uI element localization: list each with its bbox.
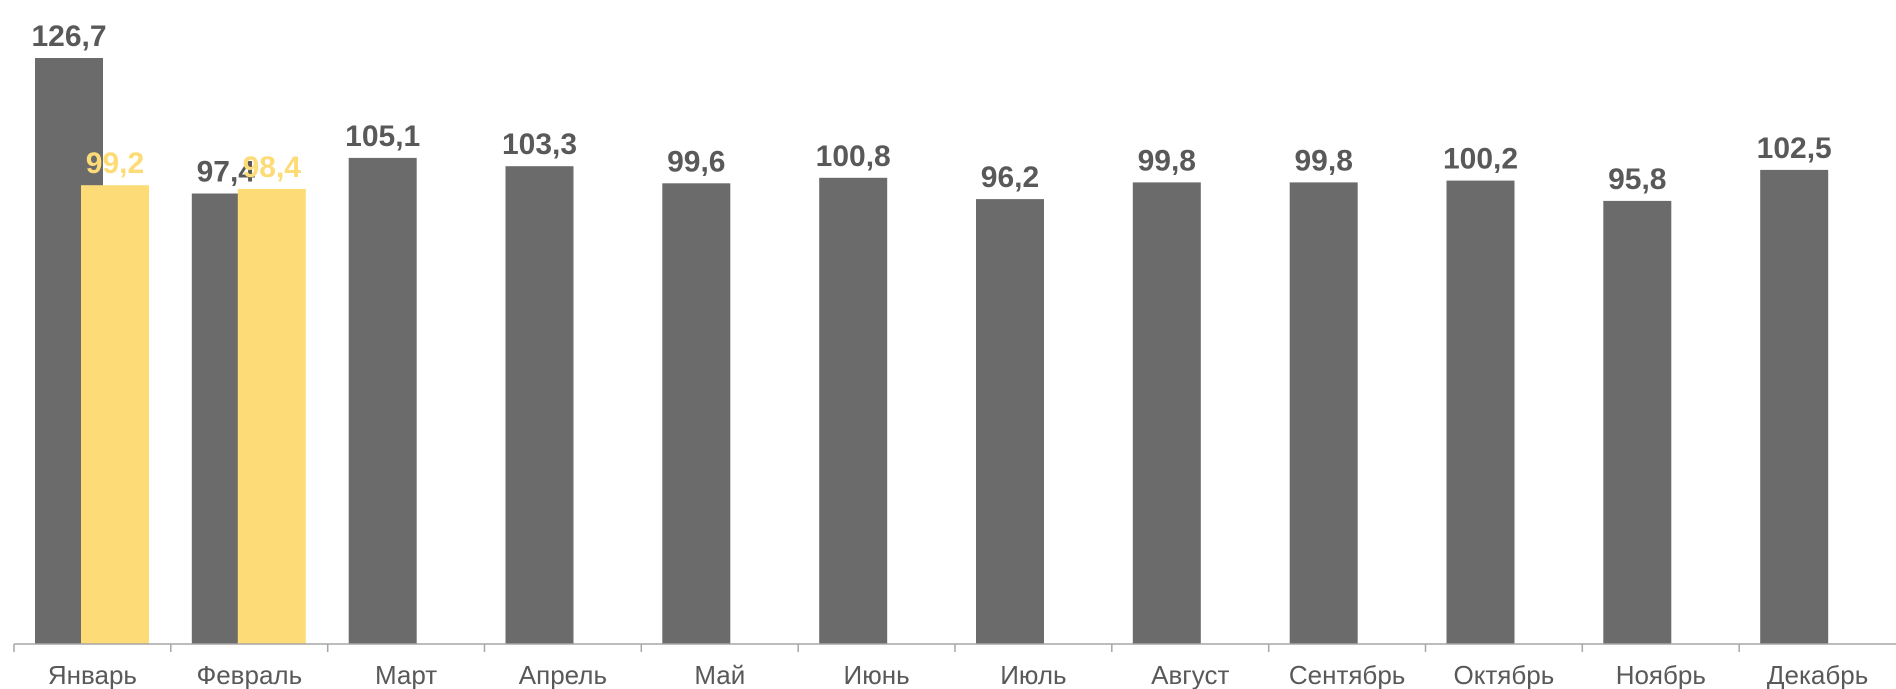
x-tick-label-10: Ноябрь [1616, 660, 1706, 689]
bar-series1-10 [1603, 200, 1672, 644]
bar-series2-0 [81, 185, 149, 644]
value-label-series1-10: 95,8 [1608, 163, 1666, 196]
value-label-series1-0: 126,7 [31, 20, 106, 53]
x-tick-label-9: Октябрь [1454, 660, 1555, 689]
value-labels-layer: 126,7 99,2 97,498,4 105,1 103,3 99,6 100,8 96,2… [31, 20, 1831, 196]
x-tick-label-8: Сентябрь [1289, 660, 1405, 689]
x-tick-label-3: Апрель [519, 660, 607, 689]
value-label-series1-7: 99,8 [1138, 144, 1196, 177]
bar-series1-7 [1132, 182, 1201, 644]
value-label-series1-4: 99,6 [667, 145, 725, 178]
value-label-series1-3: 103,3 [502, 128, 577, 161]
x-tick-label-1: Февраль [196, 660, 302, 689]
value-label-series1-11: 102,5 [1757, 132, 1832, 165]
bar-series1-9 [1446, 180, 1515, 644]
value-label-series2-1: 98,4 [243, 151, 302, 184]
value-label-series1-8: 99,8 [1295, 144, 1353, 177]
value-label-series2-0: 99,2 [86, 147, 144, 180]
x-axis-tick-labels: Январь Февраль Март Апрель Май Июнь Июль Август… [48, 660, 1868, 689]
x-tick-label-2: Март [375, 660, 437, 689]
x-tick-label-6: Июль [1000, 660, 1066, 689]
x-tick-label-11: Декабрь [1767, 660, 1868, 689]
value-label-series1-5: 100,8 [816, 140, 891, 173]
x-tick-label-5: Июнь [844, 660, 910, 689]
bars-layer [35, 58, 1829, 645]
x-tick-label-0: Январь [48, 660, 137, 689]
bar-series1-2 [348, 157, 417, 644]
x-tick-label-7: Август [1151, 660, 1229, 689]
bar-series1-3 [505, 166, 574, 644]
bar-series2-1 [237, 188, 306, 644]
bar-series1-4 [662, 183, 731, 645]
bar-series1-6 [976, 199, 1044, 644]
bar-series1-5 [819, 177, 888, 645]
value-label-series1-6: 96,2 [981, 161, 1039, 194]
value-label-series1-2: 105,1 [345, 120, 420, 153]
x-axis-ticks [13, 644, 1740, 652]
x-tick-label-4: Май [694, 660, 745, 689]
value-label-series1-1: 97,4 [197, 156, 256, 189]
value-label-series1-9: 100,2 [1443, 143, 1518, 176]
bar-series1-8 [1289, 182, 1358, 644]
bar-series1-11 [1760, 169, 1829, 644]
